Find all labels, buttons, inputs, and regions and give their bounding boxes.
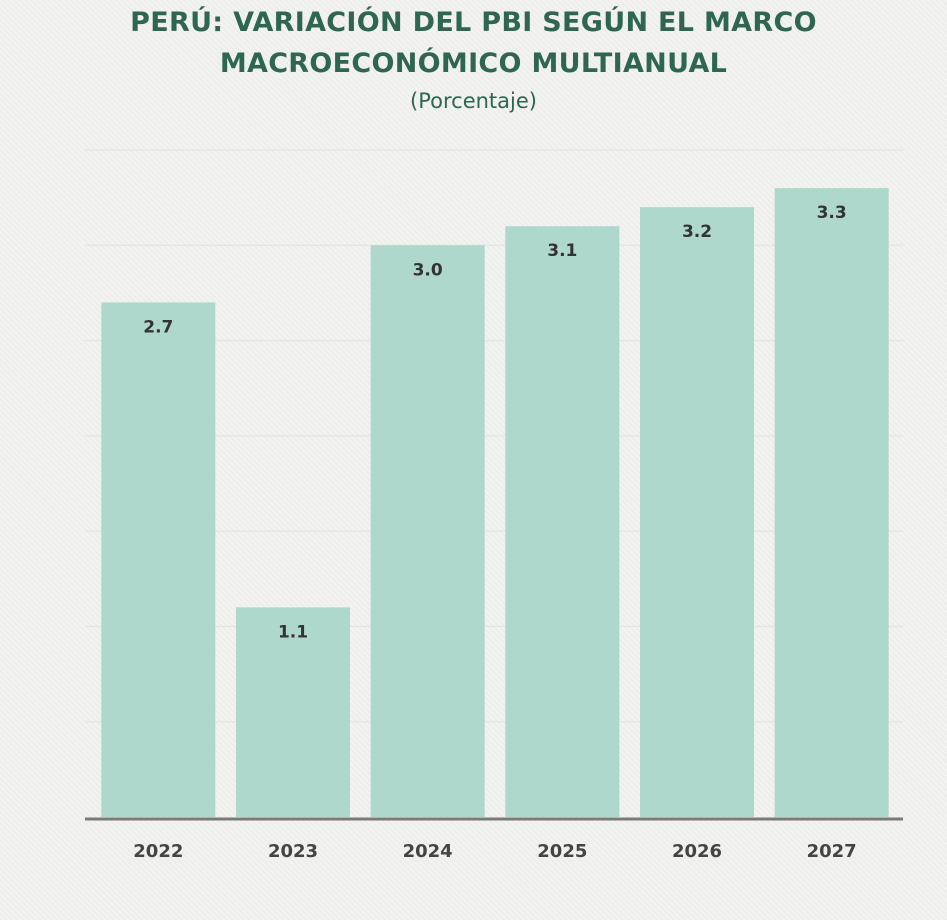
x-axis-tick-labels: 2022 2023 2024 2025 2026 2027 bbox=[133, 841, 856, 862]
x-tick-label-2026: 2026 bbox=[672, 841, 722, 862]
bar-2027 bbox=[774, 188, 889, 818]
data-label-2023: 1.1 bbox=[278, 622, 308, 642]
bar-2026 bbox=[640, 207, 754, 817]
gridlines bbox=[85, 149, 903, 723]
chart-subtitle: (Porcentaje) bbox=[410, 89, 537, 113]
x-tick-label-2022: 2022 bbox=[133, 841, 183, 862]
bar-2025 bbox=[505, 226, 620, 817]
bar-2022 bbox=[101, 302, 216, 817]
data-label-2022: 2.7 bbox=[143, 317, 173, 337]
data-label-2024: 3.0 bbox=[413, 260, 443, 280]
data-label-2025: 3.1 bbox=[547, 241, 577, 261]
x-tick-label-2027: 2027 bbox=[807, 841, 857, 862]
data-label-2027: 3.3 bbox=[817, 203, 847, 223]
x-tick-label-2025: 2025 bbox=[537, 841, 587, 862]
bar-2024 bbox=[370, 245, 485, 818]
bars bbox=[101, 188, 889, 818]
x-tick-label-2023: 2023 bbox=[268, 841, 318, 862]
x-tick-label-2024: 2024 bbox=[403, 841, 453, 862]
chart-title-line-1: PERÚ: VARIACIÓN DEL PBI SEGÚN EL MARCO bbox=[130, 7, 817, 38]
chart-title-line-2: MACROECONÓMICO MULTIANUAL bbox=[219, 48, 728, 79]
bar-2023 bbox=[236, 607, 350, 817]
data-labels: 2.7 1.1 3.0 3.1 3.2 3.3 bbox=[143, 203, 846, 642]
data-label-2026: 3.2 bbox=[682, 222, 712, 242]
